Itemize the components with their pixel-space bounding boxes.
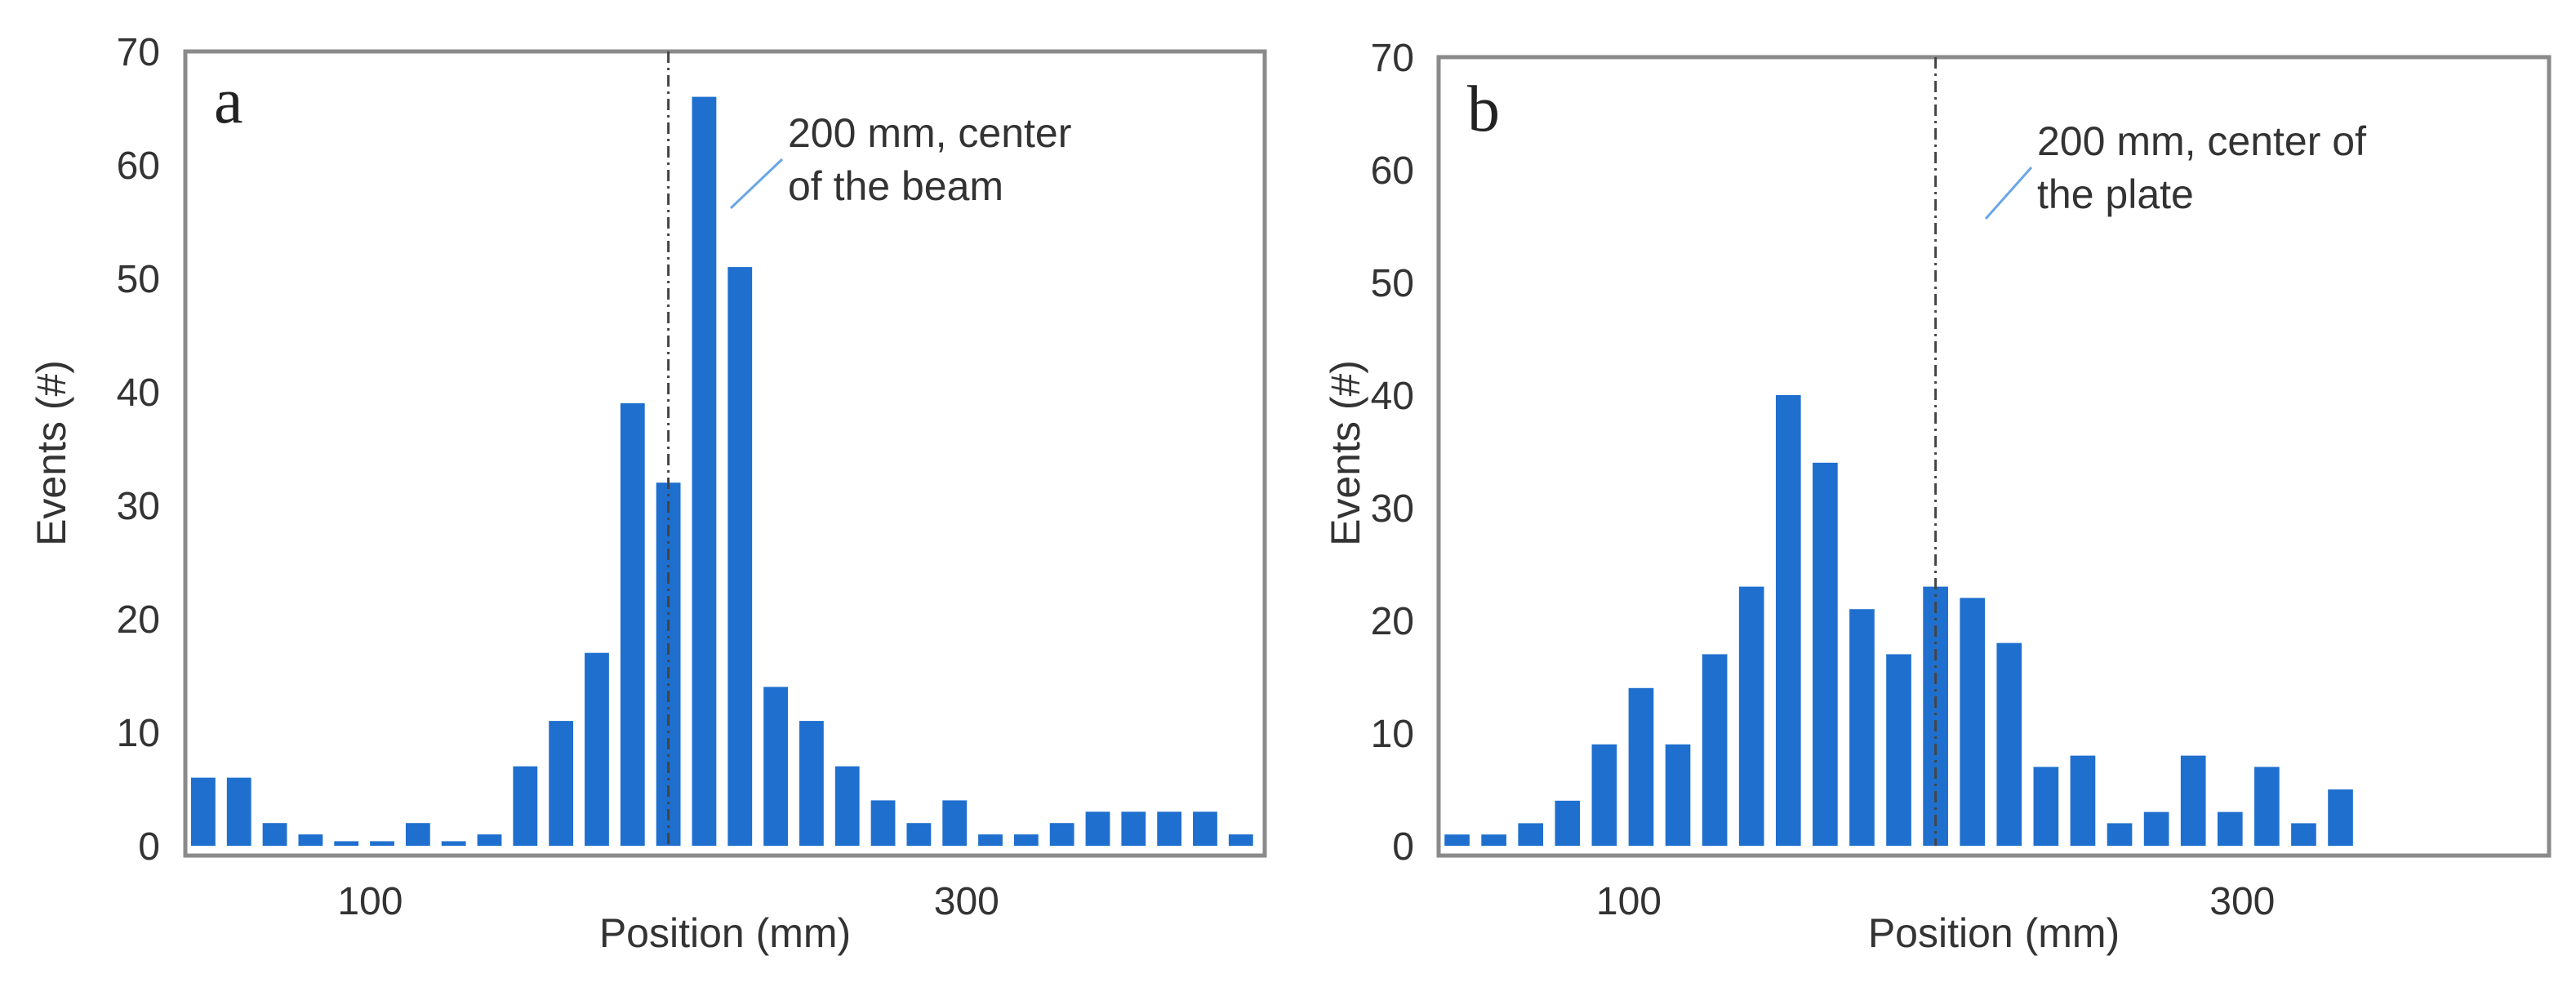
annotation-a-line1: 200 mm, center bbox=[788, 110, 1071, 156]
annotation-leader-b bbox=[1984, 167, 2033, 220]
bar-a-7 bbox=[441, 841, 466, 846]
bar-b-15 bbox=[1996, 642, 2022, 846]
y-axis-label-b: Events (#) bbox=[1323, 360, 1368, 546]
bar-b-12 bbox=[1886, 654, 1911, 846]
y-tick-label-b-6: 60 bbox=[1371, 149, 1414, 193]
bar-a-25 bbox=[1085, 811, 1110, 846]
bar-b-2 bbox=[1518, 823, 1544, 846]
bar-a-23 bbox=[1013, 834, 1039, 846]
bar-b-24 bbox=[2328, 789, 2353, 846]
annotation-b-line1: 200 mm, center of bbox=[2037, 118, 2366, 164]
panel-letter-b: b bbox=[1467, 73, 1500, 145]
y-tick-label-a-4: 40 bbox=[117, 371, 160, 415]
y-tick-label-b-7: 70 bbox=[1371, 37, 1414, 80]
x-ticks-b: 100 300 bbox=[1596, 880, 2275, 923]
annotation-leader-a bbox=[729, 158, 784, 210]
y-tick-label-a-7: 70 bbox=[117, 31, 160, 74]
bar-a-28 bbox=[1193, 811, 1217, 846]
y-tick-label-a-6: 60 bbox=[117, 144, 160, 188]
bar-a-12 bbox=[620, 402, 645, 846]
x-tick-label-b-0: 100 bbox=[1596, 880, 1662, 923]
annotation-b-line2: the plate bbox=[2037, 171, 2194, 217]
bar-b-3 bbox=[1555, 800, 1581, 846]
bars-b bbox=[1444, 395, 2353, 846]
bar-a-17 bbox=[799, 721, 824, 846]
plot-frame-b bbox=[1436, 55, 2552, 858]
x-axis-label-b: Position (mm) bbox=[1868, 910, 2120, 956]
y-ticks-a: 0 10 20 30 40 50 60 70 bbox=[117, 31, 160, 869]
bars-a bbox=[191, 96, 1253, 847]
bar-b-22 bbox=[2254, 767, 2280, 846]
bar-b-8 bbox=[1738, 586, 1764, 846]
bar-a-11 bbox=[585, 652, 609, 846]
bar-a-18 bbox=[834, 766, 860, 846]
bar-a-19 bbox=[870, 800, 896, 846]
bar-a-29 bbox=[1228, 834, 1253, 846]
y-tick-label-b-5: 50 bbox=[1371, 262, 1414, 305]
bar-a-21 bbox=[942, 800, 968, 846]
bar-b-6 bbox=[1665, 744, 1691, 846]
x-tick-label-b-1: 300 bbox=[2209, 880, 2275, 923]
bar-a-24 bbox=[1049, 823, 1074, 846]
bar-a-9 bbox=[513, 766, 538, 846]
bar-a-3 bbox=[298, 834, 323, 846]
bar-b-17 bbox=[2070, 755, 2096, 846]
y-tick-label-a-5: 50 bbox=[117, 258, 160, 301]
bar-a-2 bbox=[262, 823, 287, 846]
y-tick-label-b-1: 10 bbox=[1371, 713, 1414, 756]
y-tick-label-a-3: 30 bbox=[117, 485, 160, 528]
bar-a-1 bbox=[226, 777, 251, 846]
x-tick-label-a-0: 100 bbox=[337, 880, 403, 923]
bar-b-7 bbox=[1702, 654, 1728, 846]
y-axis-label-a: Events (#) bbox=[29, 360, 74, 546]
x-axis-label-a: Position (mm) bbox=[599, 910, 851, 956]
bar-b-0 bbox=[1444, 834, 1470, 846]
bar-a-26 bbox=[1121, 811, 1146, 846]
bar-a-5 bbox=[370, 841, 394, 846]
bar-b-20 bbox=[2180, 755, 2206, 846]
bar-b-14 bbox=[1960, 598, 1986, 846]
bar-a-0 bbox=[191, 777, 216, 846]
y-tick-label-b-0: 0 bbox=[1392, 825, 1414, 869]
panel-letter-a: a bbox=[214, 65, 243, 137]
y-tick-label-a-0: 0 bbox=[138, 825, 160, 869]
bar-a-8 bbox=[477, 834, 502, 846]
y-tick-label-a-2: 20 bbox=[117, 598, 160, 642]
bar-a-4 bbox=[334, 841, 359, 846]
x-tick-label-a-1: 300 bbox=[934, 880, 999, 923]
bar-a-10 bbox=[549, 721, 574, 846]
y-tick-label-a-1: 10 bbox=[117, 712, 160, 755]
bar-a-20 bbox=[906, 823, 932, 846]
bar-a-15 bbox=[727, 267, 753, 847]
bar-a-14 bbox=[692, 96, 717, 847]
plot-frame-a bbox=[183, 49, 1267, 858]
bar-b-5 bbox=[1628, 687, 1654, 846]
bar-b-23 bbox=[2291, 823, 2316, 846]
y-tick-label-b-3: 30 bbox=[1371, 487, 1414, 531]
bar-b-4 bbox=[1591, 744, 1617, 846]
panel-b: b 0 10 20 30 40 50 60 70 100 300 200 mm, center … bbox=[1323, 37, 2552, 956]
annotation-a-line2: of the beam bbox=[788, 163, 1003, 209]
bar-a-22 bbox=[978, 834, 1003, 846]
bar-b-16 bbox=[2033, 767, 2059, 846]
bar-b-9 bbox=[1775, 395, 1801, 846]
bar-b-21 bbox=[2217, 811, 2243, 846]
y-tick-label-b-2: 20 bbox=[1371, 600, 1414, 643]
bar-b-11 bbox=[1849, 609, 1875, 846]
bar-b-18 bbox=[2107, 823, 2133, 846]
y-tick-label-b-4: 40 bbox=[1371, 375, 1414, 418]
y-ticks-b: 0 10 20 30 40 50 60 70 bbox=[1371, 37, 1414, 869]
bar-a-6 bbox=[405, 823, 430, 846]
bar-b-10 bbox=[1813, 462, 1838, 846]
bar-a-27 bbox=[1157, 811, 1182, 846]
bar-b-19 bbox=[2143, 811, 2169, 846]
bar-b-1 bbox=[1481, 834, 1506, 846]
bar-a-16 bbox=[763, 687, 788, 846]
x-ticks-a: 100 300 bbox=[337, 880, 999, 923]
